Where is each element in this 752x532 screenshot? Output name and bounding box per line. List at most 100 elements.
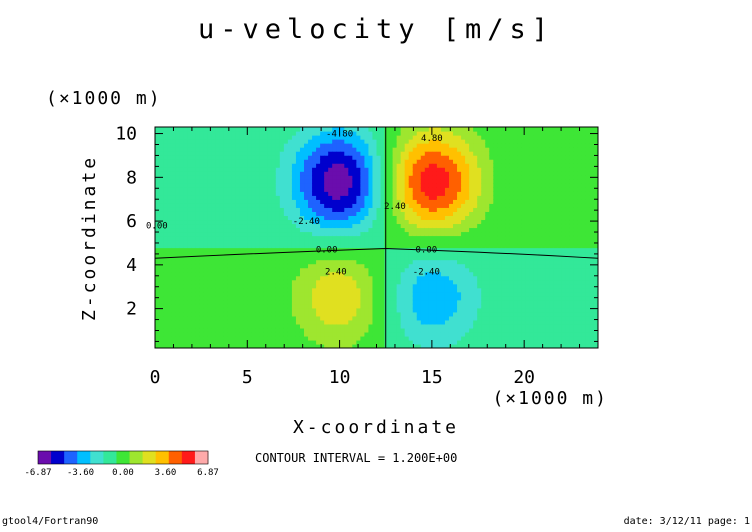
- heatmap-cell: [231, 235, 237, 241]
- heatmap-cell: [247, 203, 253, 208]
- heatmap-cell: [376, 223, 382, 229]
- heatmap-cell: [219, 131, 225, 136]
- heatmap-cell: [473, 235, 478, 241]
- heatmap-cell: [227, 339, 233, 345]
- heatmap-cell: [432, 131, 438, 136]
- heatmap-cell: [187, 127, 192, 132]
- heatmap-cell: [477, 159, 482, 164]
- heatmap-cell: [489, 311, 494, 317]
- heatmap-cell: [384, 215, 390, 221]
- heatmap-cell: [167, 163, 172, 168]
- heatmap-cell: [481, 207, 486, 212]
- heatmap-cell: [283, 183, 289, 188]
- heatmap-cell: [473, 259, 478, 265]
- heatmap-cell: [473, 135, 478, 140]
- heatmap-cell: [440, 227, 446, 233]
- heatmap-cell: [509, 143, 515, 148]
- heatmap-cell: [344, 327, 349, 333]
- heatmap-cell: [195, 151, 200, 156]
- heatmap-cell: [263, 167, 269, 172]
- heatmap-cell: [304, 223, 309, 229]
- heatmap-cell: [408, 187, 414, 192]
- heatmap-cell: [384, 179, 390, 184]
- heatmap-cell: [497, 319, 502, 325]
- heatmap-cell: [199, 323, 204, 329]
- heatmap-cell: [179, 315, 184, 321]
- heatmap-cell: [465, 319, 470, 325]
- heatmap-cell: [299, 251, 305, 257]
- heatmap-cell: [251, 335, 257, 341]
- heatmap-cell: [473, 191, 478, 196]
- heatmap-cell: [444, 243, 450, 249]
- heatmap-cell: [239, 279, 245, 285]
- heatmap-cell: [408, 127, 414, 132]
- heatmap-cell: [392, 139, 398, 144]
- heatmap-cell: [396, 247, 402, 253]
- heatmap-cell: [227, 307, 233, 313]
- heatmap-cell: [477, 131, 482, 136]
- heatmap-cell: [396, 283, 402, 289]
- heatmap-cell: [517, 331, 523, 337]
- heatmap-cell: [344, 143, 349, 148]
- heatmap-cell: [388, 183, 394, 188]
- heatmap-cell: [263, 235, 269, 241]
- heatmap-cell: [364, 263, 370, 269]
- heatmap-cell: [195, 227, 200, 233]
- heatmap-cell: [372, 283, 378, 289]
- heatmap-cell: [396, 171, 402, 176]
- heatmap-cell: [473, 255, 478, 261]
- heatmap-cell: [428, 251, 434, 257]
- heatmap-cell: [352, 167, 357, 172]
- heatmap-cell: [517, 255, 523, 261]
- heatmap-cell: [275, 183, 281, 188]
- heatmap-cell: [191, 279, 196, 285]
- heatmap-cell: [187, 183, 192, 188]
- heatmap-cell: [215, 319, 221, 325]
- heatmap-cell: [489, 255, 494, 261]
- heatmap-cell: [291, 175, 297, 180]
- heatmap-cell: [348, 215, 353, 221]
- heatmap-cell: [408, 231, 414, 237]
- heatmap-cell: [485, 243, 490, 249]
- heatmap-cell: [304, 131, 309, 136]
- heatmap-cell: [183, 335, 188, 341]
- heatmap-cell: [195, 175, 200, 180]
- heatmap-cell: [344, 339, 349, 345]
- heatmap-cell: [239, 163, 245, 168]
- heatmap-cell: [513, 243, 519, 249]
- heatmap-cell: [404, 239, 410, 245]
- heatmap-cell: [247, 295, 253, 301]
- heatmap-cell: [243, 231, 249, 237]
- heatmap-cell: [352, 315, 357, 321]
- heatmap-cell: [223, 139, 229, 144]
- heatmap-cell: [400, 223, 406, 229]
- heatmap-cell: [356, 219, 361, 225]
- heatmap-cell: [207, 255, 212, 261]
- heatmap-cell: [376, 211, 382, 216]
- heatmap-cell: [392, 231, 398, 237]
- heatmap-cell: [332, 243, 337, 249]
- heatmap-cell: [404, 319, 410, 325]
- heatmap-cell: [408, 171, 414, 176]
- heatmap-cell: [509, 283, 515, 289]
- heatmap-cell: [255, 319, 261, 325]
- heatmap-cell: [368, 291, 374, 297]
- heatmap-cell: [412, 179, 418, 184]
- heatmap-cell: [247, 211, 253, 216]
- heatmap-cell: [155, 147, 160, 152]
- heatmap-cell: [179, 287, 184, 293]
- heatmap-cell: [171, 227, 176, 233]
- heatmap-cell: [400, 243, 406, 249]
- heatmap-cell: [263, 195, 269, 200]
- heatmap-cell: [231, 323, 237, 329]
- heatmap-cell: [247, 219, 253, 225]
- heatmap-cell: [388, 175, 394, 180]
- heatmap-cell: [384, 339, 390, 345]
- heatmap-cell: [263, 283, 269, 289]
- heatmap-cell: [444, 139, 450, 144]
- heatmap-cell: [275, 259, 281, 265]
- heatmap-cell: [509, 183, 515, 188]
- heatmap-cell: [255, 279, 261, 285]
- heatmap-cell: [465, 279, 470, 285]
- heatmap-cell: [360, 151, 366, 156]
